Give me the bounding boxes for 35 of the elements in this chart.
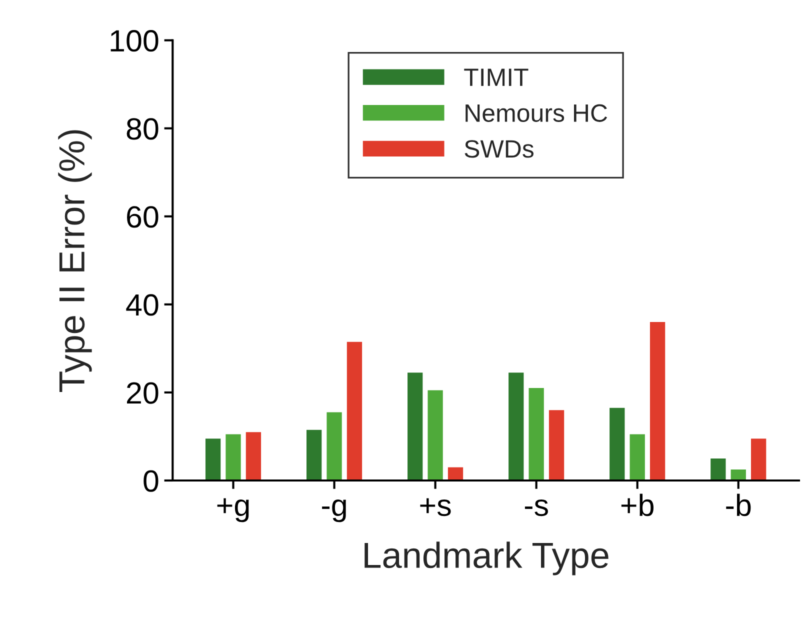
bar [630, 434, 645, 480]
x-tick-label: +s [420, 498, 451, 516]
bar [246, 432, 262, 480]
y-tick-label: 80 [126, 118, 158, 140]
bar [326, 412, 342, 480]
x-tick-label: -g [322, 499, 346, 522]
y-tick-label: 20 [127, 382, 158, 404]
bar [448, 467, 464, 480]
y-tick-label: 0 [144, 470, 158, 492]
bar [205, 438, 221, 480]
x-axis-title: Landmark Type [364, 542, 608, 576]
legend-label: SWDs [464, 140, 534, 158]
bar [650, 322, 666, 480]
x-tick-label: -b [726, 494, 751, 516]
legend-label: TIMIT [464, 68, 528, 86]
bar [751, 438, 766, 480]
bar [346, 342, 362, 480]
x-tick-label: +b [621, 494, 654, 516]
bar [306, 430, 322, 480]
x-tick-label: +g [217, 498, 249, 522]
y-tick-label: 40 [126, 294, 158, 316]
bar [508, 372, 524, 480]
bar [710, 458, 726, 480]
x-tick-label: -s [524, 499, 548, 516]
y-axis-title: Type II Error (%) [58, 130, 92, 392]
y-tick-label: 60 [127, 206, 158, 228]
y-tick-label: 100 [110, 30, 158, 52]
bar [610, 408, 625, 480]
bar [528, 388, 544, 480]
bar [226, 434, 241, 480]
bar [730, 469, 746, 480]
bar [428, 390, 443, 480]
bar [408, 372, 423, 480]
bar [548, 410, 564, 480]
legend-label: Nemours HC [466, 104, 608, 122]
